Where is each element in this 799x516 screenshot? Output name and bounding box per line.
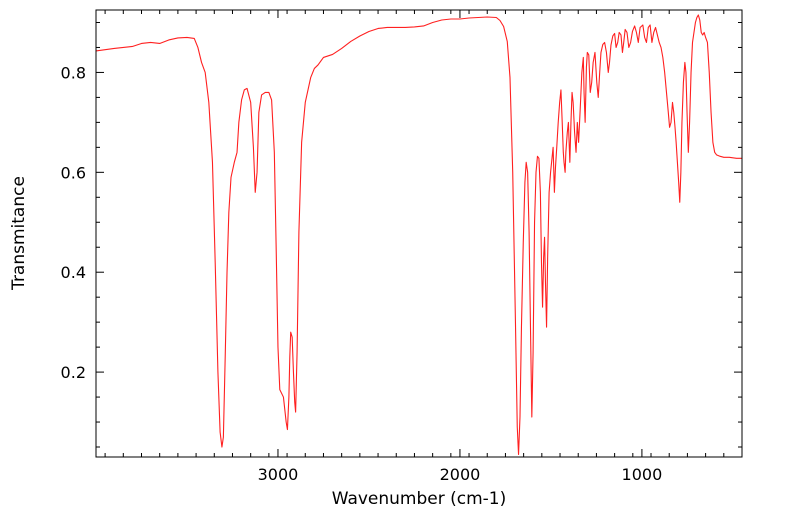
x-tick-label: 3000 [258,465,299,484]
plot-frame [95,9,743,458]
x-tick-labels: 3000 2000 1000 [258,465,663,484]
y-tick-labels: 0.2 0.4 0.6 0.8 [61,63,86,382]
spectrum-line [96,14,742,456]
y-tick-label: 0.8 [61,63,86,82]
x-tick-label: 2000 [440,465,481,484]
y-tick-label: 0.6 [61,163,86,182]
minor-ticks [96,10,743,457]
x-tick-label: 1000 [622,465,663,484]
x-axis-title: Wavenumber (cm-1) [332,489,507,509]
y-tick-label: 0.2 [61,363,86,382]
series-layer [96,14,742,456]
major-ticks [96,10,742,457]
y-tick-label: 0.4 [61,263,86,282]
y-axis-title: Transmitance [9,176,29,291]
